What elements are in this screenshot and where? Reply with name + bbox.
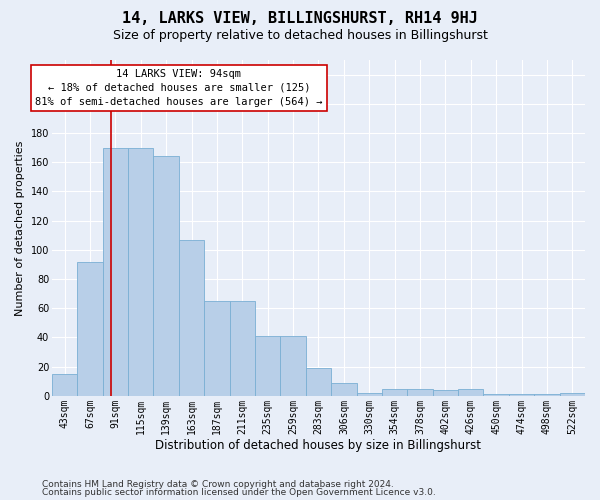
Text: Contains HM Land Registry data © Crown copyright and database right 2024.: Contains HM Land Registry data © Crown c… — [42, 480, 394, 489]
Bar — [534, 394, 560, 396]
Bar — [509, 394, 534, 396]
Text: 14, LARKS VIEW, BILLINGSHURST, RH14 9HJ: 14, LARKS VIEW, BILLINGSHURST, RH14 9HJ — [122, 11, 478, 26]
Bar — [356, 393, 382, 396]
Bar — [255, 336, 280, 396]
Bar — [331, 383, 356, 396]
Bar — [560, 393, 585, 396]
Bar — [52, 374, 77, 396]
Text: Contains public sector information licensed under the Open Government Licence v3: Contains public sector information licen… — [42, 488, 436, 497]
Bar — [433, 390, 458, 396]
Bar — [407, 388, 433, 396]
Bar — [484, 394, 509, 396]
Bar — [154, 156, 179, 396]
Bar — [280, 336, 306, 396]
Bar — [204, 301, 230, 396]
Text: Size of property relative to detached houses in Billingshurst: Size of property relative to detached ho… — [113, 29, 487, 42]
Text: 14 LARKS VIEW: 94sqm
← 18% of detached houses are smaller (125)
81% of semi-deta: 14 LARKS VIEW: 94sqm ← 18% of detached h… — [35, 69, 323, 107]
X-axis label: Distribution of detached houses by size in Billingshurst: Distribution of detached houses by size … — [155, 440, 481, 452]
Bar — [230, 301, 255, 396]
Bar — [458, 388, 484, 396]
Bar — [306, 368, 331, 396]
Bar — [382, 388, 407, 396]
Y-axis label: Number of detached properties: Number of detached properties — [15, 140, 25, 316]
Bar — [103, 148, 128, 396]
Bar — [128, 148, 154, 396]
Bar — [77, 262, 103, 396]
Bar — [179, 240, 204, 396]
